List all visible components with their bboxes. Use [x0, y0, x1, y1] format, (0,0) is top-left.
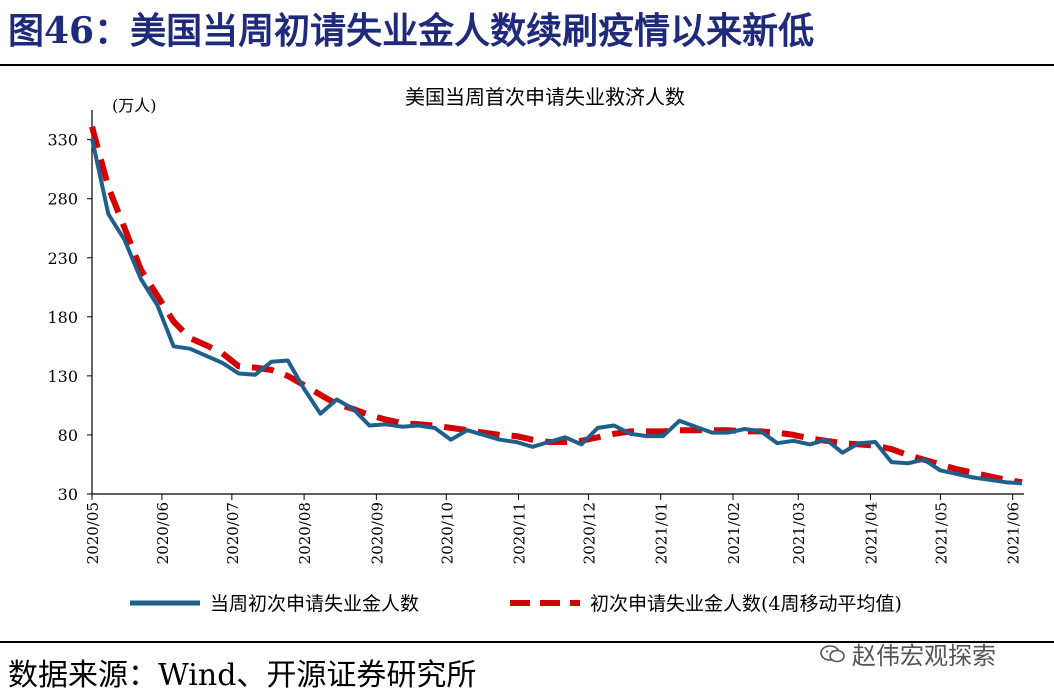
bottom-rule: [0, 641, 1054, 643]
series-line-1: [90, 137, 1023, 486]
x-tick-label: 2020/11: [511, 502, 529, 564]
y-tick-label: 230: [47, 249, 78, 268]
y-tick-label: 130: [47, 367, 78, 386]
x-tick-label: 2021/02: [725, 502, 743, 564]
x-tick-label: 2021/01: [653, 502, 671, 564]
x-tick-label: 2020/08: [296, 502, 314, 564]
x-tick-label: 2020/12: [580, 502, 598, 564]
x-tick-label: 2020/05: [84, 502, 102, 564]
series-line-2: [89, 125, 1023, 486]
line-chart: 美国当周首次申请失业救济人数 (万人) 30 80 130 180 230 280 330 2…: [47, 85, 1024, 615]
legend-label-1: 当周初次申请失业金人数: [210, 593, 419, 615]
x-tick-label: 2021/04: [862, 502, 880, 564]
x-tick-label: 2021/03: [790, 502, 808, 564]
x-tick-label: 2020/09: [368, 502, 386, 564]
y-tick-label: 330: [47, 131, 78, 150]
watermark: 赵伟宏观探索: [820, 636, 996, 671]
y-axis-unit-label: (万人): [112, 96, 157, 115]
x-tick-label: 2021/05: [932, 502, 950, 564]
series-layer: [89, 125, 1023, 486]
watermark-text: 赵伟宏观探索: [852, 642, 996, 670]
wechat-icon: [820, 644, 845, 662]
y-tick-label: 280: [47, 190, 78, 209]
source-note: 数据来源：Wind、开源证券研究所: [8, 658, 477, 693]
chart-title: 美国当周首次申请失业救济人数: [405, 85, 685, 109]
x-tick-label: 2021/06: [1005, 502, 1023, 564]
top-rule: [0, 64, 1054, 66]
x-tick-label: 2020/06: [154, 502, 172, 564]
y-tick-label: 180: [47, 308, 78, 327]
y-tick-label: 30: [58, 485, 78, 504]
legend-label-2: 初次申请失业金人数(4周移动平均值): [590, 593, 902, 615]
y-tick-label: 80: [58, 426, 78, 445]
axes: 30 80 130 180 230 280 330 2020/05 2020/06 2020/07…: [47, 110, 1024, 564]
legend: 当周初次申请失业金人数 初次申请失业金人数(4周移动平均值): [130, 593, 902, 615]
figure-title: 图46：美国当周初请失业金人数续刷疫情以来新低: [8, 10, 815, 52]
x-tick-label: 2020/10: [438, 502, 456, 564]
x-tick-label: 2020/07: [224, 502, 242, 564]
